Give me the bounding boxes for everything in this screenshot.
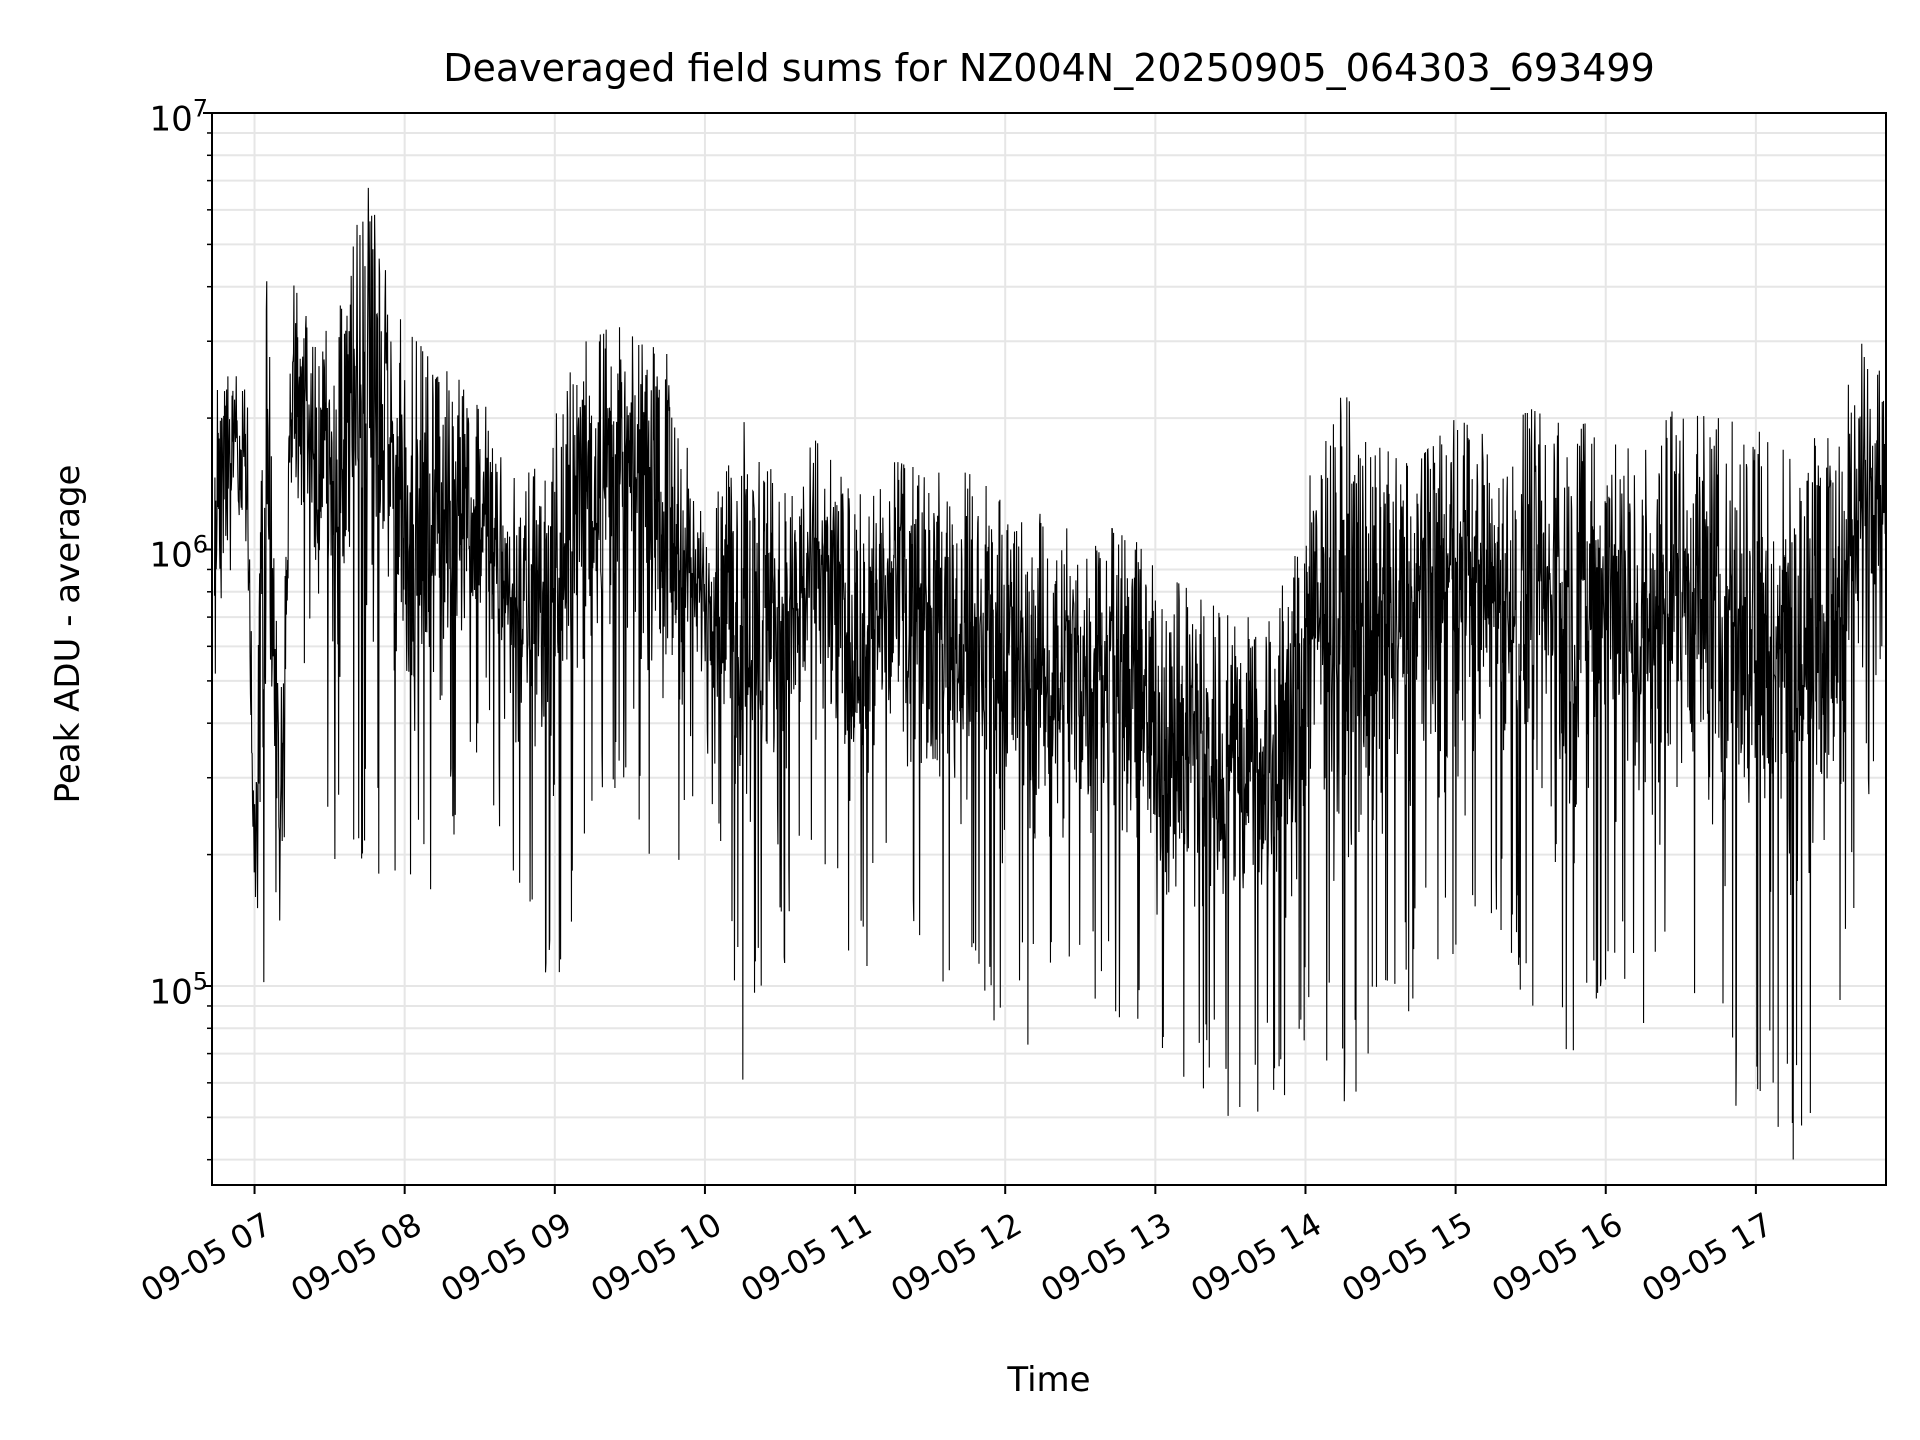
plot-frame	[211, 112, 1887, 1186]
y-tick-label: 106	[149, 530, 208, 576]
chart-title: Deaveraged field sums for NZ004N_2025090…	[443, 46, 1655, 90]
y-axis-label: Peak ADU - average	[48, 464, 88, 804]
series-line	[213, 187, 1887, 1160]
series-path	[213, 187, 1887, 1160]
y-tick-label: 105	[149, 967, 208, 1013]
x-axis-label: Time	[1007, 1360, 1091, 1400]
y-tick-label: 107	[149, 94, 208, 140]
